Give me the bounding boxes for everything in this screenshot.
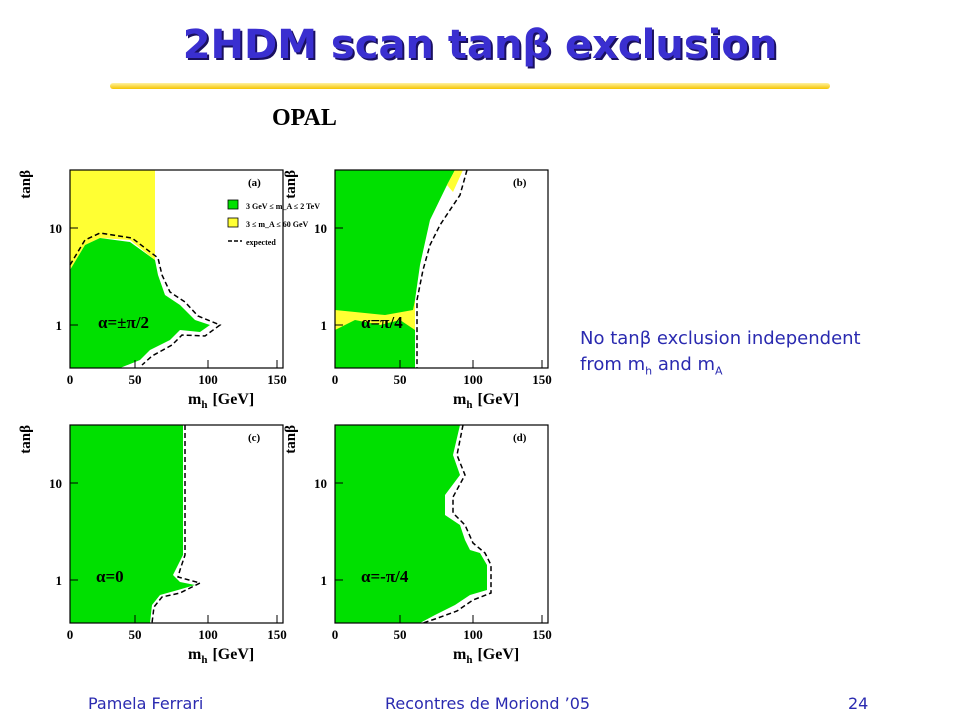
x-axis-label: mh [GeV]: [188, 391, 254, 411]
title-underline: [110, 83, 830, 89]
expected-line: [416, 169, 468, 368]
footer-page: 24: [848, 694, 869, 713]
x-axis-label-part: [GeV]: [477, 646, 519, 663]
x-axis-label-part: m: [188, 391, 202, 408]
x-tick-label: 100: [198, 627, 218, 642]
panel: (a) α=±π/2 0 50 100 150 1 10 tanβ mh [GeV]: [18, 169, 287, 411]
x-tick-label: 0: [332, 372, 339, 387]
x-tick-label: 0: [67, 372, 74, 387]
y-axis-label: tanβ: [18, 425, 34, 454]
legend-swatch: [227, 217, 239, 228]
panel: (c) α=0 0 50 100 150 1 10 tanβ mh [GeV]: [18, 424, 287, 666]
x-tick-label: 150: [267, 372, 287, 387]
panel-label: α=±π/2: [98, 313, 149, 332]
legend-label: expected: [246, 238, 276, 247]
x-axis-label-part: m: [453, 646, 467, 663]
x-tick-label: 50: [394, 372, 407, 387]
region: [335, 300, 415, 315]
x-tick-label: 100: [463, 372, 483, 387]
y-tick-label: 1: [321, 573, 328, 588]
x-tick-label: 100: [198, 372, 218, 387]
y-axis-label: tanβ: [18, 170, 34, 199]
note-sub: A: [715, 364, 723, 378]
note-text: from m: [580, 354, 646, 375]
note-text: and m: [657, 354, 715, 375]
region: [335, 425, 487, 623]
panel-label: α=-π/4: [361, 567, 409, 586]
region: [70, 170, 155, 270]
panel-tag: (a): [248, 177, 261, 189]
note-sub: h: [645, 364, 653, 378]
x-axis-label-part: [GeV]: [212, 646, 254, 663]
x-axis-label-part: m: [453, 391, 467, 408]
expected-line: [151, 425, 203, 624]
x-tick-label: 150: [532, 627, 552, 642]
legend-label: 3 ≤ m_A ≤ 60 GeV: [246, 220, 309, 229]
plot-frame: [69, 424, 284, 624]
y-axis-label: tanβ: [283, 170, 299, 199]
x-tick-label: 0: [67, 627, 74, 642]
x-axis-label-part: h: [466, 399, 472, 411]
region: [70, 238, 210, 368]
slide-title: 2HDM scan tanβ exclusion: [182, 22, 778, 68]
legend-swatch: [227, 199, 239, 210]
x-tick-label: 150: [532, 372, 552, 387]
x-tick-label: 100: [463, 627, 483, 642]
experiment-label: OPAL: [272, 105, 337, 131]
footer-author: Pamela Ferrari: [88, 694, 204, 713]
plot-frame: [334, 169, 549, 369]
note: No tanβ exclusion independent from mh an…: [580, 326, 861, 385]
legend-label: 3 GeV ≤ m_A ≤ 2 TeV: [246, 202, 320, 211]
panel-label: α=π/4: [361, 313, 403, 332]
x-tick-label: 150: [267, 627, 287, 642]
y-tick-label: 1: [56, 573, 63, 588]
plot-frame: [69, 169, 284, 369]
region: [335, 320, 415, 368]
x-tick-label: 50: [129, 372, 142, 387]
expected-line: [422, 424, 492, 624]
panel: (b) α=π/4 0 50 100 150 1 10 tanβ mh [GeV]: [283, 169, 552, 411]
x-tick-label: 0: [332, 627, 339, 642]
y-tick-label: 10: [49, 221, 62, 236]
x-axis-label: mh [GeV]: [188, 646, 254, 666]
x-axis-label-part: m: [188, 646, 202, 663]
y-tick-label: 10: [49, 476, 62, 491]
x-axis-label-part: [GeV]: [477, 391, 519, 408]
panel-label: α=0: [96, 567, 124, 586]
note-line: from mh and mA: [580, 352, 861, 385]
panel-tag: (b): [513, 177, 527, 189]
expected-line: [69, 232, 222, 366]
panel-tag: (d): [513, 432, 527, 444]
y-tick-label: 10: [314, 476, 327, 491]
x-axis-label-part: h: [201, 399, 207, 411]
plot-frame: [334, 424, 549, 624]
region: [335, 170, 455, 300]
note-line: No tanβ exclusion independent: [580, 328, 861, 349]
panel: (d) α=-π/4 0 50 100 150 1 10 tanβ mh [GeV]: [283, 424, 552, 666]
region: [447, 170, 463, 192]
legend: 3 GeV ≤ m_A ≤ 2 TeV 3 ≤ m_A ≤ 60 GeV expec…: [227, 199, 320, 247]
x-axis-label-part: h: [466, 654, 472, 666]
x-tick-label: 50: [394, 627, 407, 642]
x-axis-label-part: h: [201, 654, 207, 666]
panel-tag: (c): [248, 432, 261, 444]
region: [70, 425, 195, 623]
y-tick-label: 10: [314, 221, 327, 236]
y-tick-label: 1: [56, 318, 63, 333]
footer-event: Recontres de Moriond ’05: [385, 694, 591, 713]
x-axis-label-part: [GeV]: [212, 391, 254, 408]
x-tick-label: 50: [129, 627, 142, 642]
y-axis-label: tanβ: [283, 425, 299, 454]
x-axis-label: mh [GeV]: [453, 646, 519, 666]
y-tick-label: 1: [321, 318, 328, 333]
x-axis-label: mh [GeV]: [453, 391, 519, 411]
